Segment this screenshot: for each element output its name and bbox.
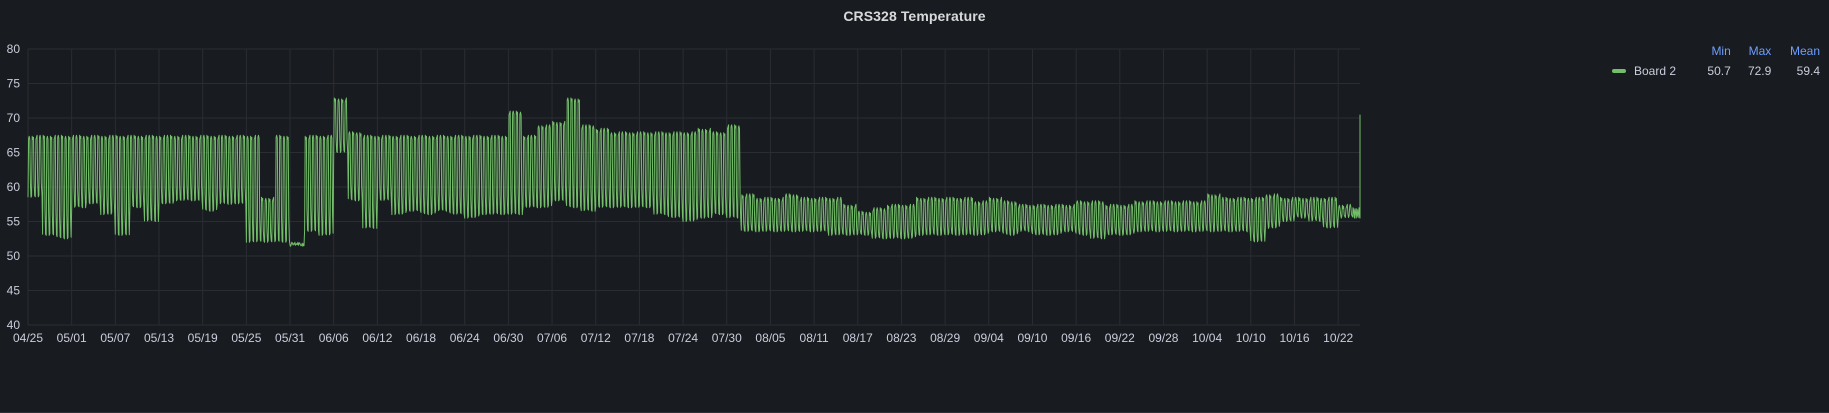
x-tick-label: 05/19 xyxy=(188,331,218,345)
x-tick-label: 09/10 xyxy=(1017,331,1047,345)
legend-min-value: 50.7 xyxy=(1707,64,1731,78)
x-tick-label: 04/25 xyxy=(13,331,43,345)
x-tick-label: 07/06 xyxy=(537,331,567,345)
legend-series-label: Board 2 xyxy=(1634,64,1677,78)
y-tick-label: 50 xyxy=(7,249,21,263)
x-tick-label: 05/25 xyxy=(231,331,261,345)
x-tick-label: 05/07 xyxy=(100,331,130,345)
x-tick-label: 10/22 xyxy=(1323,331,1353,345)
legend-header-min[interactable]: Min xyxy=(1711,44,1731,58)
y-tick-label: 60 xyxy=(7,180,21,194)
legend: Min Max Mean Board 2 50.7 72.9 59.4 xyxy=(1610,44,1820,80)
x-tick-label: 05/31 xyxy=(275,331,305,345)
x-tick-label: 06/24 xyxy=(450,331,480,345)
x-tick-label: 09/28 xyxy=(1148,331,1178,345)
x-tick-label: 10/10 xyxy=(1236,331,1266,345)
x-tick-label: 08/11 xyxy=(800,331,829,345)
legend-header-max[interactable]: Max xyxy=(1748,44,1772,58)
series-color-swatch xyxy=(1612,68,1626,73)
x-tick-label: 05/13 xyxy=(144,331,174,345)
legend-header-series xyxy=(1610,44,1690,62)
x-tick-label: 07/12 xyxy=(581,331,611,345)
x-tick-label: 07/24 xyxy=(668,331,698,345)
y-tick-label: 75 xyxy=(7,77,21,91)
x-tick-label: 05/01 xyxy=(57,331,87,345)
x-tick-label: 06/30 xyxy=(493,331,523,345)
x-tick-label: 08/23 xyxy=(886,331,916,345)
x-tick-label: 09/04 xyxy=(974,331,1004,345)
y-tick-label: 70 xyxy=(7,111,21,125)
x-tick-label: 07/18 xyxy=(624,331,654,345)
legend-header-mean[interactable]: Mean xyxy=(1789,44,1820,58)
legend-max-value: 72.9 xyxy=(1747,64,1772,78)
legend-mean-value: 59.4 xyxy=(1796,64,1820,78)
x-tick-label: 08/29 xyxy=(930,331,960,345)
y-tick-label: 65 xyxy=(7,146,21,160)
series-line-board-2 xyxy=(27,97,1361,247)
x-tick-label: 10/04 xyxy=(1192,331,1222,345)
x-tick-label: 07/30 xyxy=(712,331,742,345)
x-tick-label: 06/12 xyxy=(362,331,392,345)
x-tick-label: 06/18 xyxy=(406,331,436,345)
panel-title: CRS328 Temperature xyxy=(843,8,986,24)
x-tick-label: 08/17 xyxy=(843,331,873,345)
y-tick-label: 45 xyxy=(7,284,21,298)
legend-row[interactable]: Board 2 50.7 72.9 59.4 xyxy=(1610,62,1820,80)
x-tick-label: 09/22 xyxy=(1105,331,1135,345)
legend-series-name[interactable]: Board 2 xyxy=(1610,62,1690,80)
x-tick-label: 10/16 xyxy=(1279,331,1309,345)
x-tick-label: 08/05 xyxy=(755,331,785,345)
y-tick-label: 55 xyxy=(7,215,21,229)
y-tick-label: 40 xyxy=(7,318,21,332)
y-tick-label: 80 xyxy=(7,42,21,56)
x-tick-label: 06/06 xyxy=(319,331,349,345)
x-tick-label: 09/16 xyxy=(1061,331,1091,345)
